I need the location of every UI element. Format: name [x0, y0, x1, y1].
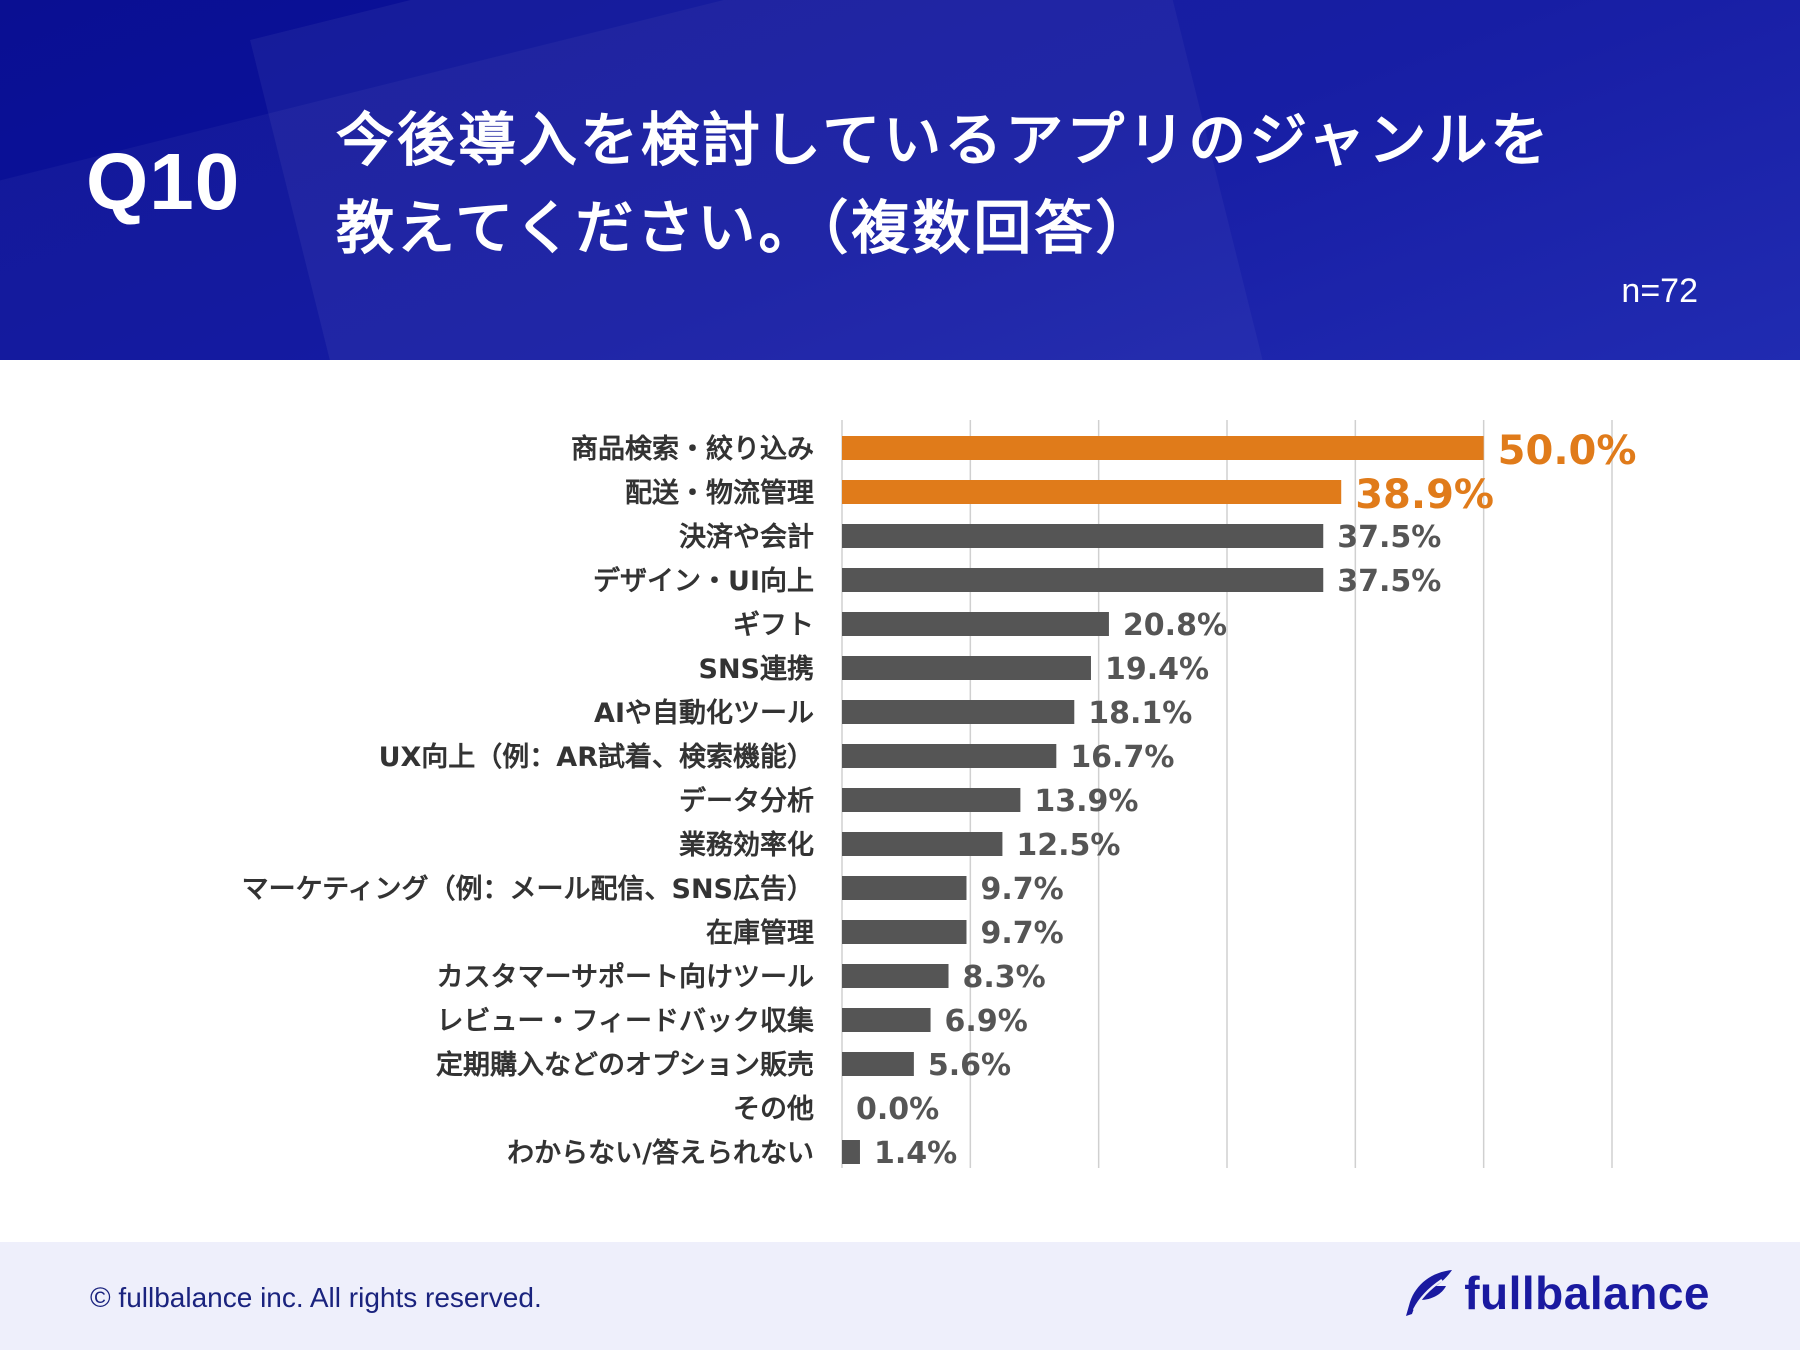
category-label: 業務効率化: [679, 829, 814, 861]
bar: [842, 700, 1075, 724]
data-label: 19.4%: [1105, 652, 1209, 687]
data-label: 12.5%: [1016, 828, 1120, 863]
category-label: 定期購入などのオプション販売: [436, 1049, 814, 1081]
question-number: Q10: [86, 137, 241, 226]
category-label: レビュー・フィードバック収集: [437, 1005, 815, 1037]
bar: [842, 876, 967, 900]
brand: fullbalance: [1402, 1266, 1710, 1320]
data-label: 9.7%: [980, 916, 1063, 951]
bar: [842, 524, 1324, 548]
category-label: SNS連携: [699, 654, 815, 685]
question-title: 今後導入を検討しているアプリのジャンルを 教えてください。（複数回答）: [336, 96, 1616, 272]
category-label: 商品検索・絞り込み: [571, 433, 814, 465]
data-label: 16.7%: [1070, 740, 1174, 775]
category-label: その他: [733, 1094, 814, 1125]
question-title-line-1: 今後導入を検討しているアプリのジャンルを: [336, 106, 1552, 174]
data-label: 8.3%: [963, 960, 1046, 995]
data-label: 50.0%: [1498, 428, 1637, 474]
bar: [842, 1140, 860, 1164]
bar: [842, 1052, 914, 1076]
data-label: 37.5%: [1337, 520, 1441, 555]
bar: [842, 788, 1021, 812]
feather-icon: [1406, 1270, 1453, 1316]
category-label: 決済や会計: [679, 521, 814, 553]
category-label: AIや自動化ツール: [594, 697, 814, 729]
data-label: 13.9%: [1034, 784, 1138, 819]
copyright-text: © fullbalance inc. All rights reserved.: [90, 1282, 542, 1313]
category-label: マーケティング（例：メール配信、SNS広告）: [242, 873, 814, 905]
sample-size: n=72: [1621, 272, 1698, 310]
category-label: 配送・物流管理: [625, 478, 814, 509]
bar: [842, 964, 949, 988]
data-label: 37.5%: [1337, 564, 1441, 599]
bar: [842, 920, 967, 944]
data-label: 20.8%: [1123, 608, 1227, 643]
data-label: 38.9%: [1355, 472, 1494, 518]
question-title-line-2: 教えてください。（複数回答）: [336, 194, 1157, 262]
category-label: ギフト: [733, 610, 814, 641]
bar: [842, 568, 1324, 592]
bar: [842, 480, 1342, 504]
bar: [842, 744, 1057, 768]
bar-chart: 商品検索・絞り込み 50.0% 配送・物流管理 38.9% 決済や会計 37.5% デザイン…: [242, 420, 1637, 1171]
data-label: 6.9%: [945, 1004, 1028, 1039]
bar: [842, 656, 1091, 680]
data-label: 0.0%: [856, 1092, 939, 1127]
bar: [842, 1008, 931, 1032]
category-label: 在庫管理: [706, 918, 814, 949]
data-label: 1.4%: [874, 1136, 957, 1171]
data-label: 18.1%: [1088, 696, 1192, 731]
category-label: UX向上（例：AR試着、検索機能）: [379, 741, 814, 773]
brand-name: fullbalance: [1464, 1267, 1710, 1319]
data-label: 9.7%: [980, 872, 1063, 907]
bar: [842, 436, 1484, 460]
category-label: デザイン・UI向上: [593, 565, 814, 597]
footer: © fullbalance inc. All rights reserved. …: [0, 1242, 1800, 1350]
category-label: カスタマーサポート向けツール: [437, 961, 814, 993]
data-label: 5.6%: [928, 1048, 1011, 1083]
category-label: わからない/答えられない: [507, 1137, 814, 1169]
bar: [842, 612, 1109, 636]
category-label: データ分析: [679, 785, 814, 817]
bar: [842, 832, 1003, 856]
header-banner: Q10 今後導入を検討しているアプリのジャンルを 教えてください。（複数回答） …: [0, 0, 1800, 360]
